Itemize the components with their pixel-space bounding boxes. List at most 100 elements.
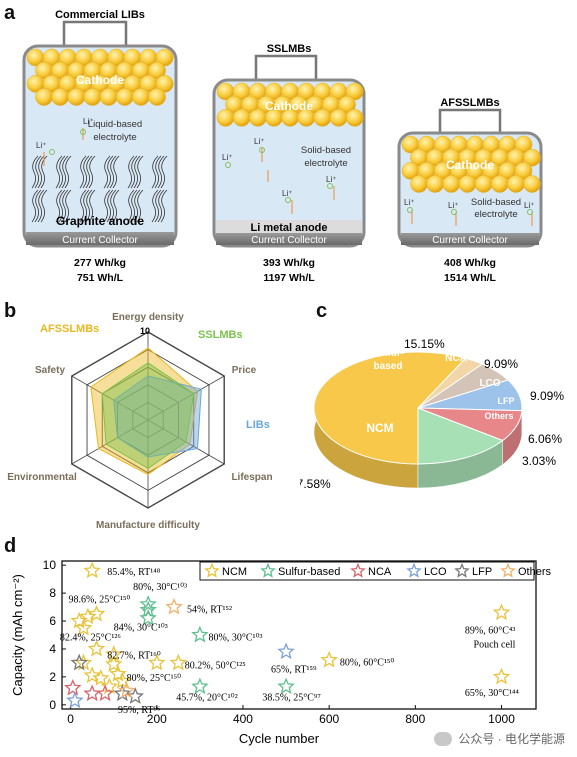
point-annotation: 85.4%, RT¹⁴⁸ [107, 567, 160, 578]
cathode-particle [458, 175, 477, 193]
radar-max-tick: 10 [140, 326, 150, 336]
graphite-layer [106, 155, 114, 189]
radar-spoke [71, 419, 149, 465]
pie-inner-label: Others [484, 411, 513, 421]
point-annotation: Pouch cell [474, 639, 516, 650]
cell-sslmbs [212, 54, 366, 248]
graphite-layer [136, 189, 144, 223]
point-annotation: 82.7%, RT¹⁶⁰ [107, 651, 161, 662]
pie-inner-label: LFP [498, 396, 515, 406]
cathode-particle [523, 175, 541, 193]
legend-label: LCO [424, 566, 447, 578]
graphite-layer [85, 189, 93, 223]
cell-1-wh-l: 751 Wh/L [77, 272, 124, 284]
cathode-particle [514, 135, 533, 154]
radar-series-afsslmbs [90, 347, 199, 476]
graphite-layer [55, 189, 63, 223]
graphite-layer [109, 189, 117, 223]
pie-inner-label: NCM [366, 421, 393, 435]
cell-1-electrolyte-2: electrolyte [93, 132, 136, 143]
pie-slice-sulfur-based [417, 407, 504, 465]
cell-afsslmbs [397, 108, 543, 248]
radar-spoke [147, 375, 225, 421]
graphite-layer [160, 155, 168, 189]
point-annotation: 54%, RT¹⁵² [187, 604, 232, 615]
cathode-particle [410, 175, 428, 193]
cathode-particle [116, 88, 134, 106]
point-annotation: 84%, 30°C¹⁰³ [114, 623, 168, 634]
cathode-particle [313, 109, 332, 127]
point-ncm [148, 653, 166, 671]
point-annotation: 98.6%, 25°C¹⁵⁰ [68, 595, 130, 606]
cathode-particle [35, 88, 53, 106]
graphite-layer [136, 155, 144, 189]
point-ncm [109, 664, 127, 682]
point-lfp [70, 653, 89, 671]
graphite-layer [37, 155, 45, 189]
cathode-particle [216, 109, 235, 127]
point-annotation: 82.4%, 25°C¹²⁶ [60, 632, 121, 643]
cell-3-li-3: Li⁺ [524, 201, 534, 210]
pie-pct-label: 9.09% [530, 389, 564, 403]
point-nca [83, 684, 101, 702]
cell-2-collector: Current Collector [251, 235, 327, 246]
graphite-layer [82, 189, 90, 223]
point-sulfur-based [191, 677, 209, 695]
point-annotation: 80%, 60°C¹⁵⁰ [340, 658, 395, 669]
y-tick-label: 0 [49, 698, 56, 712]
point-annotation: 95%, RT⁹⁶ [118, 705, 161, 716]
cell-3-electrolyte-2: electrolyte [474, 209, 517, 220]
graphite-layer [40, 155, 48, 189]
panel-d-letter: d [4, 535, 17, 557]
legend-label: LFP [472, 566, 492, 578]
cell-1-collector: Current Collector [62, 235, 138, 246]
cell-3-collector: Current Collector [432, 235, 508, 246]
pie-pct-label: 6.06% [528, 432, 562, 446]
radar-axis-label: Manufacture difficulty [96, 520, 200, 531]
radar-series-label: SSLMBs [198, 329, 243, 341]
panel-d-scatter-chart: 0 200 400 600 800 1000 0 2 4 6 8 10 Cycle number Capa… [10, 558, 552, 746]
point-nca [96, 684, 114, 702]
graphite-layer [58, 189, 66, 223]
pie-inner-label: LCO [479, 378, 500, 389]
cathode-particle [338, 95, 356, 114]
graphite-layer [37, 189, 45, 223]
cathode-particle [155, 75, 174, 93]
graphite-layer [79, 155, 87, 189]
cell-3-li-2: Li⁺ [448, 201, 458, 210]
cell-2-wh-kg: 393 Wh/kg [263, 257, 315, 269]
radar-series-sslmbs [101, 362, 195, 469]
point-ncm [169, 653, 188, 671]
graphite-layer [34, 189, 42, 223]
point-ncm [83, 666, 101, 683]
cathode-particle [491, 175, 509, 193]
point-annotation: 65%, 30°C¹⁴⁴ [465, 688, 519, 699]
graphite-layer [31, 189, 39, 223]
point-annotation: 89%, 60°C⁴³ [465, 625, 515, 636]
radar-axis-label: Price [232, 365, 257, 376]
point-ncm [70, 611, 89, 629]
legend-box [199, 561, 535, 581]
graphite-layer [109, 155, 117, 189]
y-tick-label: 2 [49, 670, 56, 684]
cathode-particle [99, 88, 118, 106]
x-tick-label: 400 [233, 712, 253, 726]
cell-3-title: AFSSLMBs [440, 97, 499, 109]
panel-c-letter: c [316, 300, 328, 322]
cell-3-wh-kg: 408 Wh/kg [444, 257, 496, 269]
cathode-particle [442, 175, 461, 193]
graphite-layer [40, 189, 48, 223]
panel-c-pie-chart: NCM Others LFP LCO NCA Sulfur-based 57.58% 3.03… [300, 337, 564, 491]
radar-axis-label: Energy density [112, 312, 184, 323]
graphite-layer [151, 155, 159, 189]
point-sulfur-based [191, 625, 209, 643]
point-annotation: 65%, RT¹⁵⁹ [271, 665, 317, 676]
point-lco [277, 642, 295, 660]
graphite-layer [88, 189, 96, 223]
graphite-layer [112, 155, 120, 189]
watermark-text: 公众号 · 电化学能源 [458, 732, 565, 746]
cell-1-cathode: Cathode [76, 73, 124, 87]
legend-marker [350, 562, 366, 578]
graphite-layer [103, 189, 111, 223]
plot-frame [61, 560, 537, 710]
